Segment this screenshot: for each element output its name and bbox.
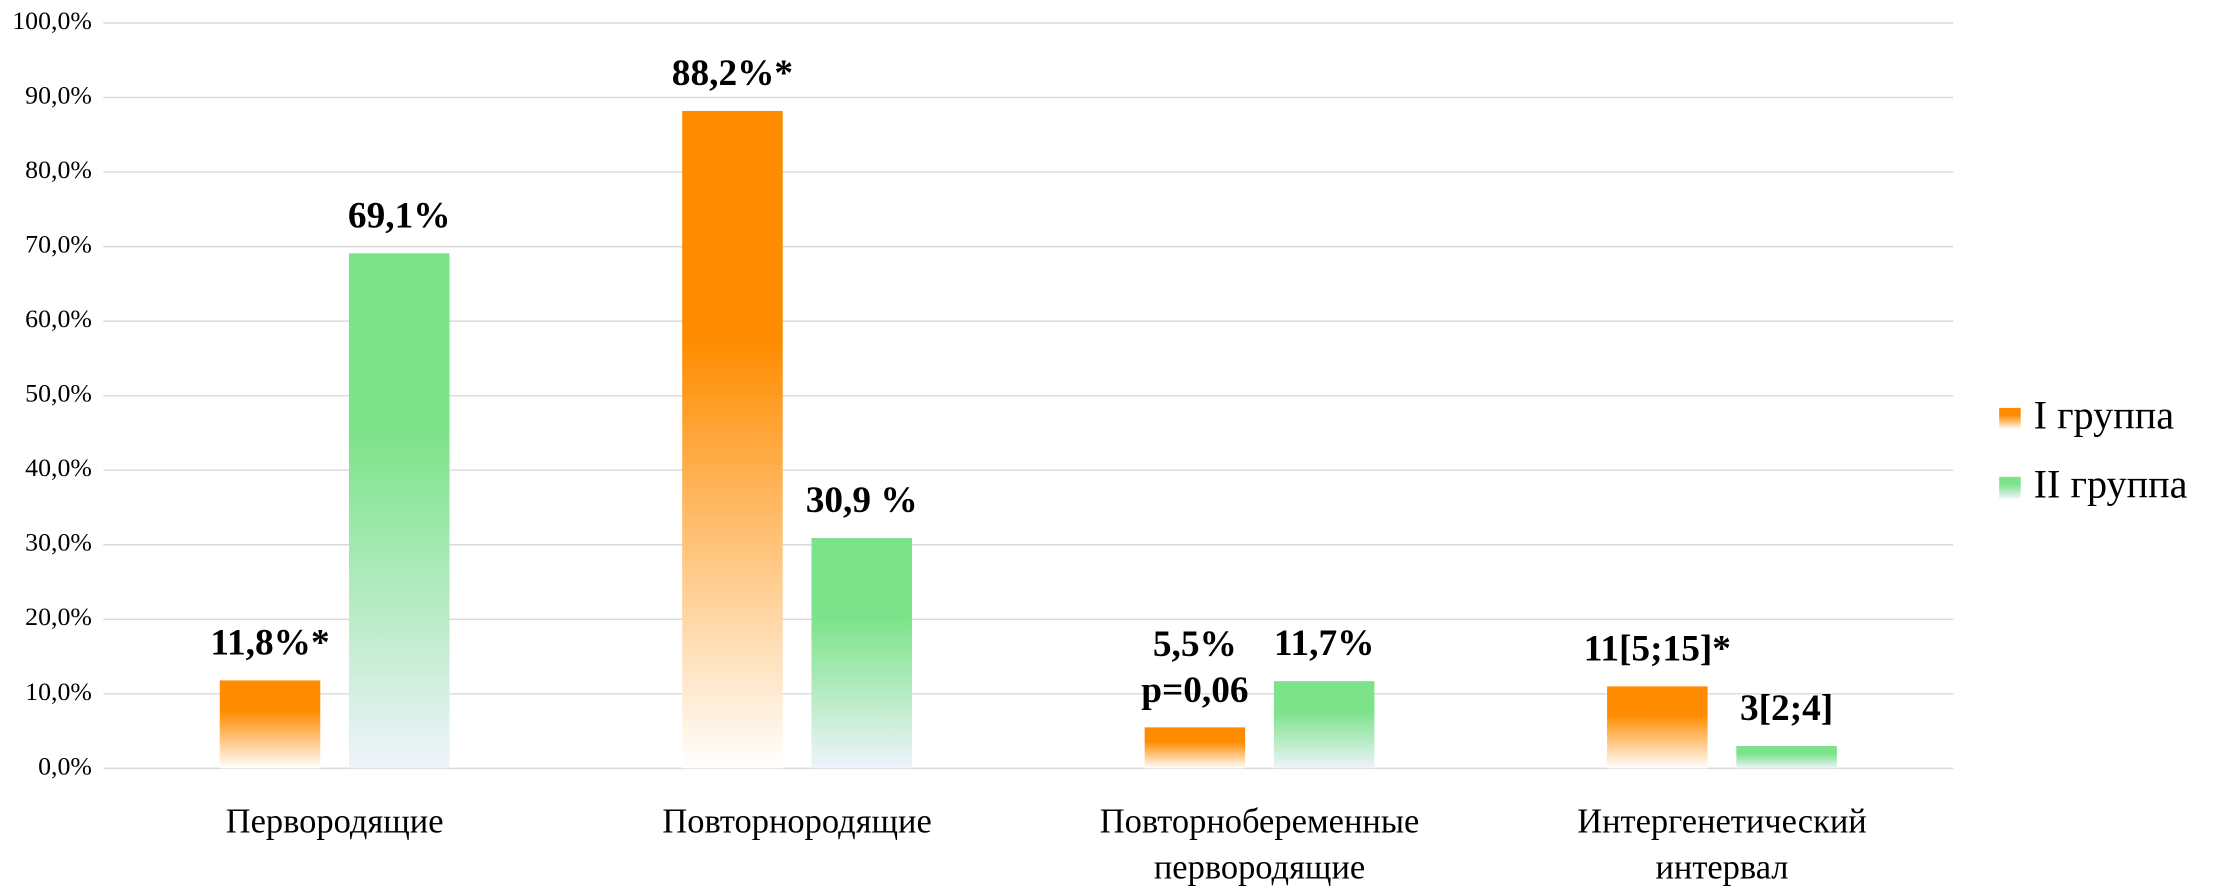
bar [1607, 686, 1708, 769]
x-tick-label: Интергенетический интервал [1577, 802, 1866, 886]
y-tick-label: 80,0% [25, 155, 92, 184]
bar [1144, 727, 1246, 769]
x-tick-label: Первородящие [226, 802, 444, 840]
y-tick-label: 0,0% [38, 751, 92, 780]
y-tick-label: 20,0% [25, 602, 92, 631]
y-tick-label: 100,0% [12, 6, 92, 35]
y-tick-label: 10,0% [25, 677, 92, 706]
bar [1273, 681, 1375, 769]
bar [811, 538, 912, 769]
y-tick-label: 50,0% [25, 379, 92, 408]
value-label: 30,9 % [806, 480, 918, 521]
value-label: 3[2;4] [1740, 688, 1833, 729]
value-label: 88,2%* [672, 53, 793, 94]
value-label: 5,5% p=0,06 [1141, 623, 1248, 710]
legend-swatch [1999, 407, 2021, 430]
x-tick-label: Повторнородящие [662, 802, 931, 840]
y-tick-label: 30,0% [25, 528, 92, 557]
value-label: 11,8%* [210, 622, 329, 663]
value-label: 11[5;15]* [1584, 628, 1731, 669]
bar [348, 253, 450, 769]
value-label: 69,1% [348, 195, 451, 236]
bar [1736, 745, 1837, 769]
y-tick-label: 60,0% [25, 304, 92, 333]
value-label: 11,7% [1274, 623, 1375, 664]
y-tick-label: 70,0% [25, 230, 92, 259]
bar [219, 680, 321, 769]
legend-swatch [1999, 476, 2021, 499]
bar [682, 110, 783, 769]
legend-label: I группа [2034, 393, 2175, 438]
y-tick-label: 40,0% [25, 453, 92, 482]
y-tick-label: 90,0% [25, 80, 92, 109]
x-tick-label: Повторнобеременные первородящие [1100, 802, 1420, 886]
legend-label: II группа [2034, 462, 2188, 507]
